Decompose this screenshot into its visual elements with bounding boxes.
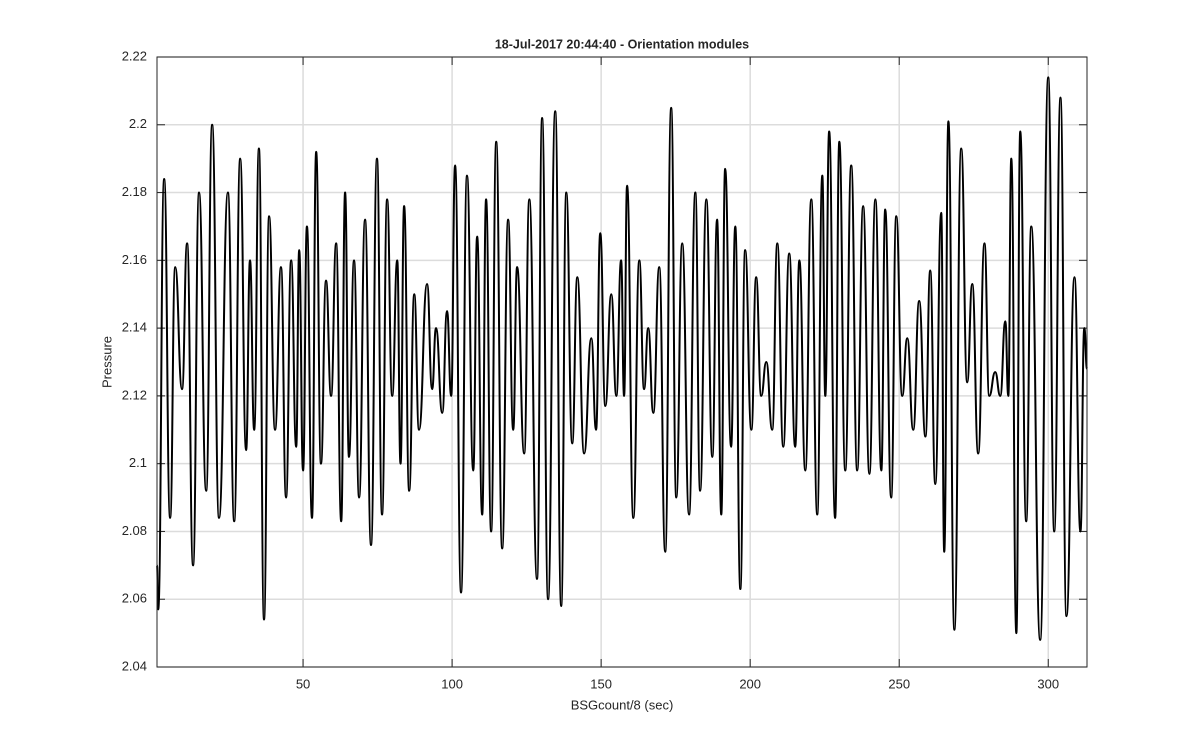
- y-axis-label: Pressure: [99, 336, 114, 388]
- y-tick-label: 2.2: [129, 116, 147, 131]
- y-tick-label: 2.22: [122, 48, 147, 63]
- x-tick-label: 300: [1037, 676, 1059, 691]
- y-tick-label: 2.16: [122, 252, 147, 267]
- x-axis-label: BSGcount/8 (sec): [571, 697, 674, 712]
- x-tick-label: 150: [590, 676, 612, 691]
- x-tick-label: 100: [441, 676, 463, 691]
- y-tick-label: 2.04: [122, 658, 147, 673]
- x-tick-label: 250: [888, 676, 910, 691]
- data-line: [156, 76, 1088, 641]
- y-tick-label: 2.1: [129, 455, 147, 470]
- chart-title: 18-Jul-2017 20:44:40 - Orientation modul…: [495, 37, 749, 51]
- y-tick-label: 2.12: [122, 387, 147, 402]
- y-tick-label: 2.06: [122, 591, 147, 606]
- x-tick-label: 200: [739, 676, 761, 691]
- plot-frame: [156, 56, 1088, 668]
- x-tick-label: 50: [296, 676, 310, 691]
- y-tick-label: 2.18: [122, 184, 147, 199]
- y-tick-label: 2.14: [122, 320, 147, 335]
- y-tick-label: 2.08: [122, 523, 147, 538]
